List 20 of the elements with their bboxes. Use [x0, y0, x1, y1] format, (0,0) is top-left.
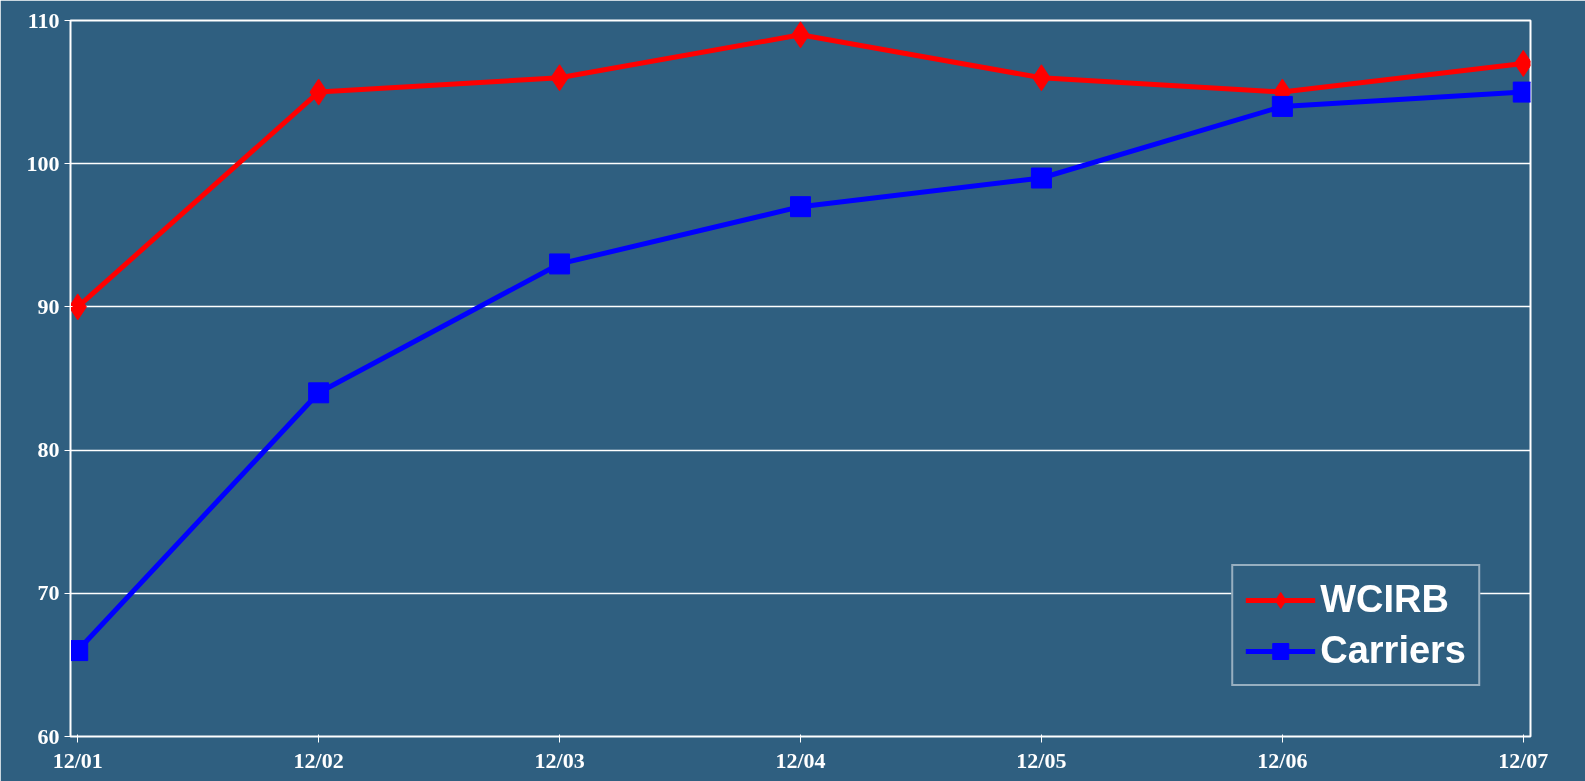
y-tick-label: 100 [26, 150, 60, 176]
point [1030, 167, 1052, 189]
x-tick-label: 12/02 [293, 747, 344, 773]
y-tick-label: 90 [37, 293, 60, 319]
x-tick-label: 12/06 [1257, 747, 1308, 773]
x-tick-label: 12/03 [534, 747, 585, 773]
legend-label: WCIRB [1320, 578, 1449, 621]
y-tick-label: 60 [37, 723, 60, 749]
x-tick-label: 12/07 [1498, 747, 1549, 773]
x-tick-label: 12/01 [52, 747, 103, 773]
point [790, 196, 811, 218]
x-tick-label: 12/05 [1016, 747, 1067, 773]
y-tick-label: 110 [27, 7, 60, 33]
point [549, 253, 571, 275]
point [308, 382, 330, 404]
x-tick-label: 12/04 [775, 747, 826, 773]
y-tick-label: 80 [37, 437, 60, 463]
y-tick-label: 70 [37, 580, 60, 606]
point [1271, 95, 1293, 117]
legend-label: Carriers [1320, 629, 1466, 672]
